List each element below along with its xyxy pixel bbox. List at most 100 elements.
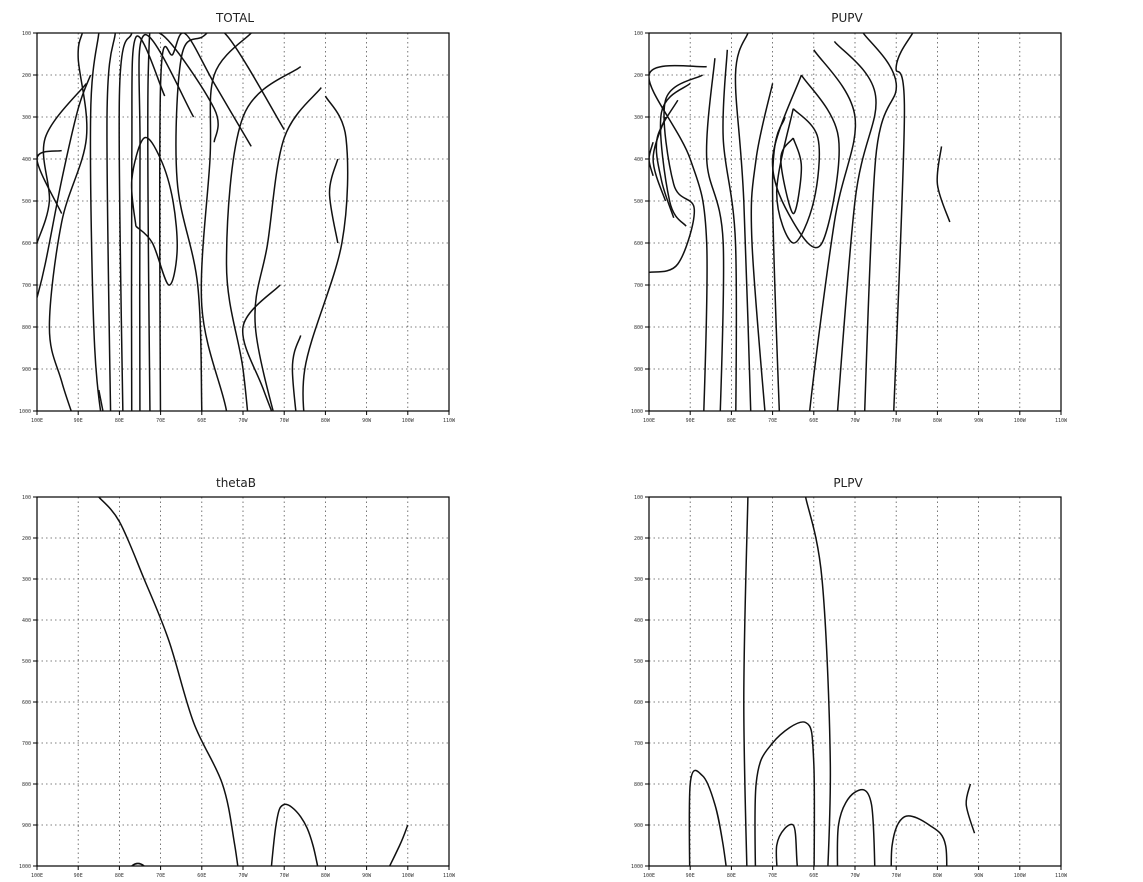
panel-title: PUPV (831, 11, 863, 25)
x-tick-label: 70E (156, 418, 165, 424)
x-tick-label: 90W (362, 418, 372, 424)
panel-title: PLPV (833, 476, 863, 490)
x-tick-label: 80W (321, 873, 331, 879)
x-tick-label: 80W (933, 418, 943, 424)
x-tick-label: 90E (686, 873, 695, 879)
x-tick-label: 60E (809, 418, 818, 424)
contour-line (200, 33, 252, 411)
y-tick-label: 800 (634, 325, 643, 331)
x-tick-label: 70W (850, 873, 860, 879)
contour-line (130, 862, 146, 866)
contour-line (270, 803, 319, 866)
contour-line (750, 83, 774, 411)
contour-line (37, 82, 88, 244)
contour-line (649, 74, 704, 274)
contour-group (688, 497, 976, 866)
x-tick-label: 60E (197, 873, 206, 879)
x-tick-label: 100W (1014, 418, 1027, 424)
x-tick-label: 110W (1055, 418, 1068, 424)
y-tick-label: 600 (634, 700, 643, 706)
y-tick-label: 300 (22, 115, 31, 121)
x-tick-label: 60E (809, 873, 818, 879)
contour-line (705, 58, 725, 411)
x-tick-label: 90E (686, 418, 695, 424)
contour-line (649, 64, 708, 411)
contour-line (48, 33, 88, 411)
y-tick-label: 200 (634, 536, 643, 542)
contour-line (106, 33, 117, 411)
contour-line (734, 33, 752, 411)
y-tick-label: 1000 (19, 409, 31, 415)
y-tick-label: 1000 (19, 864, 31, 870)
y-tick-label: 700 (634, 283, 643, 289)
contour-line (146, 33, 219, 411)
x-tick-label: 100E (31, 873, 43, 879)
contour-line (936, 146, 951, 223)
x-tick-label: 80E (727, 873, 736, 879)
x-tick-label: 70W (280, 873, 290, 879)
y-tick-label: 100 (634, 495, 643, 501)
x-tick-label: 80E (115, 418, 124, 424)
x-tick-label: 100W (1014, 873, 1027, 879)
y-tick-label: 500 (634, 199, 643, 205)
contour-line (804, 497, 832, 866)
y-tick-label: 800 (22, 325, 31, 331)
y-tick-label: 200 (22, 73, 31, 79)
x-tick-label: 70W (280, 418, 290, 424)
contour-line (743, 497, 749, 866)
x-tick-label: 100E (643, 418, 655, 424)
x-tick-label: 80E (727, 418, 736, 424)
contour-line (225, 66, 302, 411)
y-tick-label: 700 (22, 741, 31, 747)
contour-line (890, 815, 948, 866)
contour-line (659, 82, 691, 227)
y-tick-label: 1000 (631, 409, 643, 415)
x-tick-label: 80W (933, 873, 943, 879)
y-tick-label: 200 (634, 73, 643, 79)
contour-line (254, 87, 322, 411)
contour-line (89, 33, 102, 411)
contour-line (328, 158, 339, 244)
contour-line (130, 136, 178, 286)
x-tick-label: 70W (892, 418, 902, 424)
x-tick-label: 110W (443, 418, 456, 424)
contour-line (302, 95, 349, 411)
contour-line (771, 116, 786, 411)
y-tick-label: 600 (22, 700, 31, 706)
contour-line (98, 389, 104, 411)
y-tick-label: 900 (634, 823, 643, 829)
panel-plpv: PLPV 100E 90E 80E 70E 60E 70W 70W 80W 90W 100W 110… (631, 476, 1068, 879)
contour-line (291, 335, 302, 411)
x-tick-label: 70W (850, 418, 860, 424)
contour-line (98, 497, 239, 866)
y-tick-label: 800 (22, 782, 31, 788)
y-tick-label: 900 (634, 367, 643, 373)
contour-line (130, 35, 166, 411)
y-tick-label: 400 (634, 157, 643, 163)
y-tick-label: 1000 (631, 864, 643, 870)
contour-line (808, 49, 857, 411)
contour-line (175, 33, 285, 411)
x-tick-label: 70E (768, 418, 777, 424)
contour-line (862, 33, 898, 411)
contour-line (775, 108, 821, 244)
x-tick-label: 90W (974, 873, 984, 879)
y-tick-label: 100 (22, 31, 31, 37)
y-tick-label: 300 (634, 115, 643, 121)
y-tick-label: 400 (22, 157, 31, 163)
x-tick-label: 70W (892, 873, 902, 879)
panel-total: TOTAL 100E 90E 80E 70E 60E 70W 70W 80W 90W 100W 11… (19, 11, 456, 424)
contour-line (37, 149, 63, 214)
contour-line (118, 33, 133, 411)
panel-title: thetaB (216, 476, 256, 490)
contour-line (965, 783, 976, 834)
x-tick-label: 70E (156, 873, 165, 879)
contour-line (833, 40, 877, 411)
y-tick-label: 600 (634, 241, 643, 247)
y-tick-label: 400 (634, 618, 643, 624)
contour-line (37, 74, 92, 298)
x-tick-label: 100E (643, 873, 655, 879)
y-tick-label: 500 (22, 199, 31, 205)
contour-line (688, 769, 727, 866)
y-tick-label: 700 (22, 283, 31, 289)
